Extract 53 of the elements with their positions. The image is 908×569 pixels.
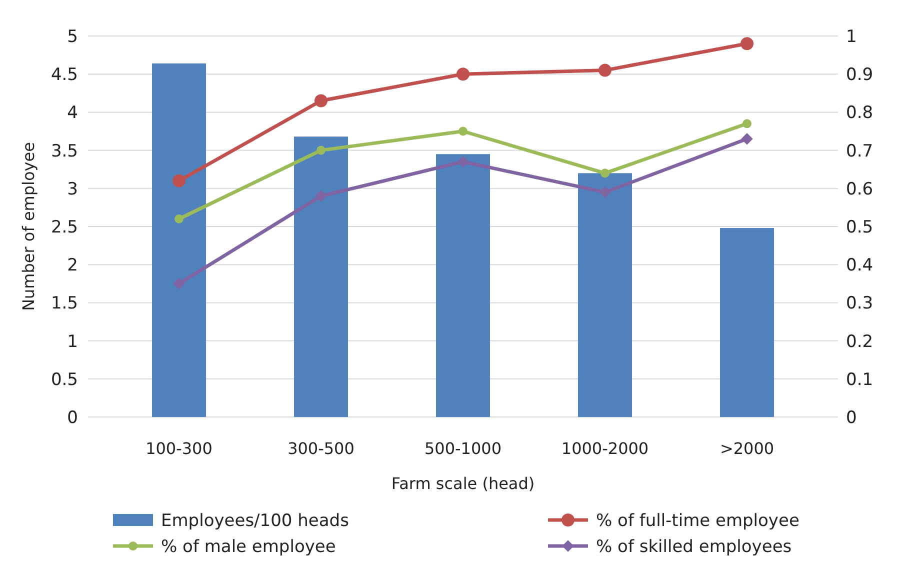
y-tick-label: 1 <box>67 332 78 352</box>
x-tick-label: 500-1000 <box>424 439 502 458</box>
y2-tick-label: 0 <box>846 408 857 428</box>
y-tick-label: 1.5 <box>50 294 78 314</box>
point <box>740 37 754 50</box>
point <box>742 119 752 128</box>
legend-label: % of skilled employees <box>596 536 792 557</box>
x-tick-label: >2000 <box>720 439 774 458</box>
y-tick-label: 3 <box>67 179 78 200</box>
point <box>600 168 610 178</box>
y2-tick-label: 0.9 <box>846 65 874 86</box>
y2-tick-label: 0.6 <box>846 179 874 200</box>
bar <box>578 173 632 417</box>
y-tick-label: 2 <box>67 256 78 276</box>
point <box>315 190 327 202</box>
bar <box>436 154 490 417</box>
point <box>458 126 468 136</box>
point <box>174 214 184 224</box>
point <box>172 174 186 188</box>
x-tick-label: 100-300 <box>146 439 212 458</box>
point <box>599 186 611 198</box>
point <box>598 64 612 77</box>
y-tick-label: 0.5 <box>50 370 78 390</box>
y-tick-label: 4.5 <box>50 65 78 86</box>
x-tick-label: 1000-2000 <box>561 439 649 458</box>
bar <box>294 136 348 417</box>
y2-tick-label: 0.3 <box>846 294 874 314</box>
y2-tick-label: 0.4 <box>846 256 874 276</box>
point <box>316 146 326 155</box>
y2-tick-label: 0.2 <box>846 332 874 352</box>
bar <box>152 63 206 417</box>
legend-label: Employees/100 heads <box>161 510 350 531</box>
point <box>314 94 328 108</box>
y-tick-label: 2.5 <box>50 217 78 238</box>
y-axis-title: Number of employee <box>19 142 38 311</box>
y2-tick-label: 0.8 <box>846 103 874 124</box>
point <box>456 68 470 81</box>
y-tick-label: 5 <box>67 26 78 47</box>
y-tick-label: 3.5 <box>50 141 78 162</box>
y-tick-label: 0 <box>67 408 78 428</box>
point <box>173 278 185 290</box>
y2-tick-label: 1 <box>846 26 857 47</box>
y2-tick-label: 0.7 <box>846 141 874 162</box>
legend-label: % of full-time employee <box>596 510 800 531</box>
point <box>457 156 469 168</box>
y2-tick-label: 0.5 <box>846 217 874 238</box>
x-tick-label: 300-500 <box>288 439 354 458</box>
point <box>741 133 753 145</box>
y2-tick-label: 0.1 <box>846 370 874 390</box>
y-tick-label: 4 <box>67 103 78 124</box>
legend-label: % of male employee <box>161 536 336 557</box>
x-axis-title: Farm scale (head) <box>391 474 535 493</box>
bar <box>720 228 774 417</box>
